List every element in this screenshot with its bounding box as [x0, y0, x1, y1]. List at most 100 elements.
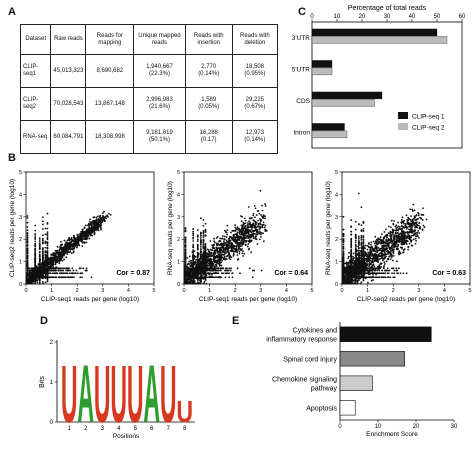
data-point	[187, 282, 190, 285]
data-point	[213, 267, 216, 270]
data-point	[47, 267, 50, 270]
data-point	[199, 232, 202, 235]
data-point	[30, 269, 33, 272]
data-point	[239, 272, 241, 275]
data-point	[68, 238, 71, 241]
data-point	[265, 229, 268, 232]
data-point	[197, 273, 200, 276]
data-point	[192, 254, 195, 257]
data-point	[183, 274, 186, 277]
data-point	[101, 216, 103, 219]
data-point	[38, 270, 41, 273]
data-point	[216, 247, 219, 250]
data-point	[34, 252, 37, 255]
data-point	[33, 267, 36, 270]
data-point	[356, 269, 359, 272]
data-point	[44, 259, 47, 262]
data-point	[33, 269, 36, 272]
data-point	[240, 232, 243, 235]
data-point	[94, 227, 97, 230]
data-point	[33, 277, 36, 280]
data-points	[25, 210, 112, 285]
data-point	[200, 267, 203, 270]
data-point	[201, 276, 204, 279]
data-point	[198, 269, 200, 272]
data-point	[253, 220, 256, 223]
data-point	[25, 282, 28, 285]
data-point	[188, 272, 190, 275]
data-point	[223, 238, 226, 241]
data-point	[248, 236, 251, 239]
data-point	[38, 274, 41, 277]
data-point	[58, 248, 61, 251]
data-point	[184, 278, 187, 281]
data-point	[37, 276, 40, 279]
data-point	[199, 251, 202, 254]
data-point	[227, 237, 230, 240]
data-point	[183, 277, 186, 280]
data-point	[234, 241, 236, 243]
data-point	[94, 224, 97, 227]
data-point	[93, 230, 95, 233]
data-point	[83, 232, 86, 235]
data-point	[38, 269, 41, 272]
data-point	[54, 276, 56, 279]
data-point	[211, 267, 214, 270]
annotation-bg	[114, 266, 152, 278]
data-point	[69, 245, 71, 248]
data-point	[44, 259, 47, 262]
data-point	[205, 269, 208, 272]
data-point	[56, 257, 59, 260]
data-point	[34, 260, 37, 263]
data-point	[360, 260, 363, 263]
data-point	[41, 256, 44, 259]
data-point	[226, 249, 229, 252]
data-point	[342, 266, 345, 269]
data-point	[372, 240, 375, 243]
data-point	[187, 272, 190, 274]
data-point	[38, 269, 41, 272]
data-point	[39, 276, 41, 279]
data-point	[33, 277, 36, 280]
data-point	[213, 256, 215, 258]
data-point	[35, 270, 38, 273]
x-tick-label: 1	[50, 288, 53, 294]
data-point	[219, 251, 222, 254]
data-point	[28, 280, 31, 283]
data-point	[204, 262, 207, 265]
data-point	[77, 235, 80, 238]
data-point	[96, 221, 99, 224]
data-point	[34, 280, 37, 283]
data-point	[32, 276, 35, 279]
data-point	[211, 267, 214, 270]
data-point	[341, 282, 344, 285]
data-point	[219, 257, 222, 260]
data-point	[49, 261, 52, 264]
data-point	[221, 256, 223, 259]
data-point	[188, 260, 191, 263]
data-point	[43, 269, 45, 272]
data-point	[255, 214, 258, 216]
data-point	[220, 248, 223, 251]
data-point	[45, 264, 48, 267]
data-point	[30, 278, 33, 281]
data-point	[214, 269, 217, 272]
data-point	[219, 259, 222, 262]
data-point	[53, 267, 55, 269]
data-point	[206, 267, 208, 270]
data-point	[197, 253, 200, 256]
data-point	[197, 276, 199, 279]
data-point	[208, 267, 211, 270]
data-point	[184, 249, 187, 252]
panel-label-e: E	[232, 315, 240, 327]
data-point	[228, 240, 231, 243]
data-point	[214, 272, 217, 275]
data-point	[188, 255, 191, 258]
data-point	[94, 222, 96, 225]
data-point	[258, 230, 261, 233]
data-point	[54, 257, 57, 260]
data-point	[184, 227, 187, 229]
data-point	[201, 255, 204, 258]
data-point	[204, 245, 207, 248]
data-point	[226, 267, 228, 270]
